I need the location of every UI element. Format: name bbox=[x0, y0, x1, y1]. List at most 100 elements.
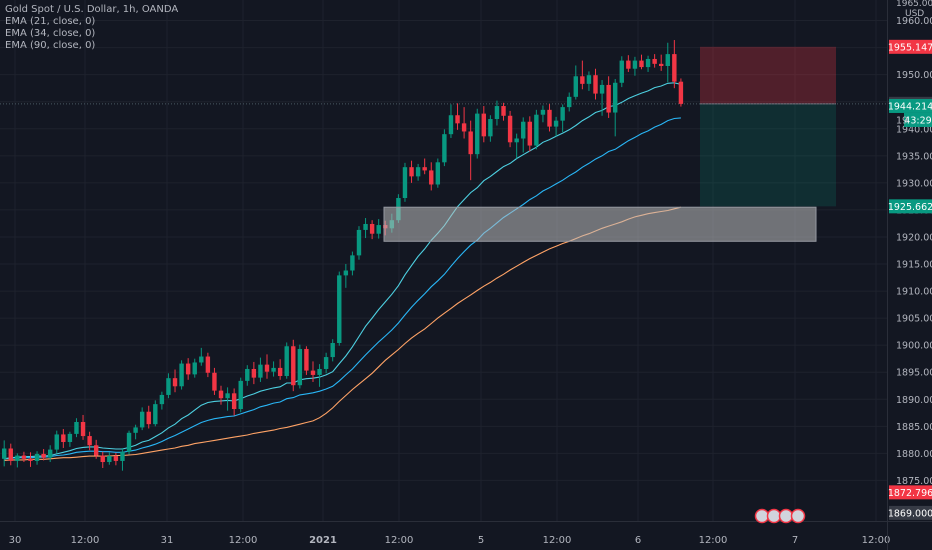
candle-body bbox=[422, 167, 427, 171]
ema21-line bbox=[4, 82, 682, 460]
candle-body bbox=[501, 106, 506, 116]
candle-body bbox=[212, 372, 217, 391]
candle-body bbox=[34, 453, 40, 461]
price-tag-background bbox=[889, 485, 932, 500]
candle-body bbox=[323, 357, 329, 369]
candle-body bbox=[231, 393, 237, 410]
x-tick-label: 6 bbox=[635, 535, 641, 546]
candle-body bbox=[179, 363, 184, 387]
candle-body bbox=[93, 445, 99, 456]
candle-body bbox=[172, 378, 178, 387]
candle-body bbox=[297, 348, 303, 386]
candle-body bbox=[61, 434, 66, 443]
candle-body bbox=[356, 229, 362, 256]
y-tick-label: 1875.00 bbox=[896, 476, 932, 487]
candle-body bbox=[41, 453, 46, 458]
candle-body bbox=[47, 449, 53, 458]
candle-body bbox=[448, 115, 454, 135]
candle-body bbox=[271, 367, 276, 372]
candle-body bbox=[21, 455, 27, 459]
economic-event-flag-icon bbox=[754, 508, 770, 524]
price-tag-label: 1872.796 bbox=[888, 488, 932, 499]
candle-body bbox=[245, 368, 250, 381]
candle-body bbox=[317, 368, 322, 375]
candle-body bbox=[238, 380, 243, 410]
candle-body bbox=[28, 458, 33, 461]
candle-body bbox=[199, 356, 204, 363]
indicator-ema90-label[interactable]: EMA (90, close, 0) bbox=[5, 40, 96, 51]
candle-body bbox=[139, 411, 145, 428]
candle-body bbox=[343, 270, 349, 276]
candle-body bbox=[672, 54, 677, 82]
candle-body bbox=[2, 448, 7, 459]
stop-loss-zone bbox=[700, 46, 836, 104]
candle-body bbox=[291, 346, 296, 386]
candle-body bbox=[350, 255, 355, 271]
indicator-ema21-label[interactable]: EMA (21, close, 0) bbox=[5, 16, 96, 27]
candle-body bbox=[678, 81, 684, 104]
candle-body bbox=[580, 76, 585, 84]
price-tag-background bbox=[889, 199, 932, 214]
price-tag-background bbox=[889, 505, 932, 520]
candle-body bbox=[593, 75, 598, 94]
price-tag-background bbox=[889, 39, 932, 54]
candle-body bbox=[218, 390, 224, 399]
candle-body bbox=[277, 367, 283, 377]
currency-label: USD bbox=[905, 9, 924, 19]
candle-body bbox=[527, 121, 532, 146]
candle-body bbox=[488, 119, 493, 137]
price-tag-label: 1944.214 bbox=[888, 101, 932, 112]
support-rectangle bbox=[383, 206, 817, 242]
candle-body bbox=[376, 225, 381, 234]
y-tick-label: 1930.00 bbox=[896, 178, 932, 189]
price-tag-label: 1925.662 bbox=[888, 202, 932, 213]
candle-body bbox=[573, 76, 578, 97]
price-tag-background bbox=[889, 98, 932, 113]
candle-body bbox=[468, 131, 473, 155]
candle-body bbox=[659, 63, 664, 67]
candle-body bbox=[330, 343, 335, 358]
candle-body bbox=[619, 60, 624, 83]
candle-body bbox=[547, 109, 552, 127]
indicator-ema34-label[interactable]: EMA (34, close, 0) bbox=[5, 28, 96, 39]
candle-body bbox=[481, 113, 487, 137]
y-tick-label: 1950.00 bbox=[896, 70, 932, 81]
candle-body bbox=[107, 456, 112, 463]
x-tick-label: 12:00 bbox=[385, 535, 414, 546]
candle-body bbox=[461, 123, 467, 132]
candle-body bbox=[80, 421, 86, 437]
candle-body bbox=[455, 115, 460, 124]
candle-body bbox=[645, 58, 651, 68]
candle-body bbox=[599, 84, 605, 94]
candle-body bbox=[363, 223, 368, 230]
candle-body bbox=[534, 114, 539, 146]
candle-body bbox=[225, 393, 230, 399]
candle-body bbox=[639, 60, 644, 68]
x-tick-label: 5 bbox=[478, 535, 484, 546]
candle-body bbox=[402, 167, 408, 199]
take-profit-zone bbox=[700, 103, 836, 207]
chart-title[interactable]: Gold Spot / U.S. Dollar, 1h, OANDA bbox=[5, 4, 179, 15]
x-tick-label: 7 bbox=[792, 535, 798, 546]
candle-body bbox=[153, 404, 158, 425]
candle-body bbox=[507, 115, 513, 143]
candle-body bbox=[74, 421, 79, 434]
y-tick-label: 1890.00 bbox=[896, 395, 932, 406]
candle-body bbox=[284, 346, 289, 377]
candle-body bbox=[494, 106, 500, 120]
candle-body bbox=[185, 363, 191, 375]
price-tag-label: 1955.147 bbox=[888, 42, 932, 53]
candle-body bbox=[159, 394, 165, 405]
candle-body bbox=[540, 109, 546, 115]
candle-body bbox=[514, 138, 519, 143]
countdown-background bbox=[904, 112, 932, 127]
economic-event-flag-icon bbox=[766, 508, 782, 524]
candle-body bbox=[146, 411, 151, 425]
candle-body bbox=[87, 436, 92, 446]
x-tick-label: 30 bbox=[9, 535, 22, 546]
y-tick-label: 1920.00 bbox=[896, 232, 932, 243]
economic-event-flag-icon bbox=[790, 508, 806, 524]
